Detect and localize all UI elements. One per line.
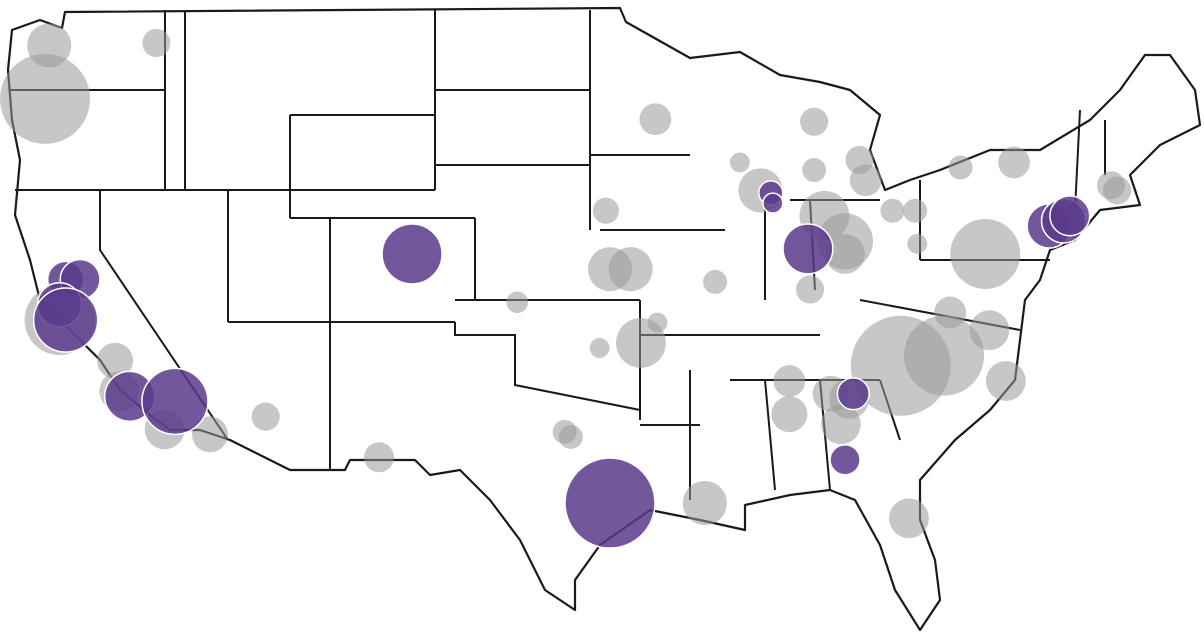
bubble [800,107,829,136]
bubble [564,457,656,549]
bubble [142,28,171,58]
bubble [1049,195,1091,237]
bubble [192,416,228,453]
bubble [998,146,1030,179]
bubble [364,442,395,473]
bubble [795,275,825,304]
bubble [836,377,870,411]
bubble [829,444,861,476]
bubble [889,498,929,539]
bubble [821,404,861,445]
bubbles [0,23,1132,549]
bubble [969,310,1010,351]
bubble [934,296,967,329]
bubble [773,365,806,397]
bubble [903,315,985,396]
bubble [729,152,750,173]
bubble [506,291,529,314]
bubble [762,192,784,214]
bubble [608,247,653,292]
bubble [381,223,443,285]
bubble [1103,176,1132,205]
bubble [682,481,727,526]
bubble [849,164,882,197]
bubble [907,233,928,254]
bubble [589,338,610,358]
bubble [592,197,619,224]
bubble [985,361,1026,401]
bubble [880,198,905,223]
bubble [141,367,209,436]
bubble [97,342,134,379]
bubble [948,155,973,180]
bubble [802,158,827,183]
bubble [0,53,91,144]
bubble [558,424,583,449]
bubble [32,287,99,353]
bubble [647,312,668,333]
bubble [639,103,672,136]
bubble [771,396,808,433]
bubble [251,402,280,431]
bubble [950,218,1021,289]
bubble [903,198,928,223]
bubble [703,269,728,294]
bubble [782,223,834,275]
